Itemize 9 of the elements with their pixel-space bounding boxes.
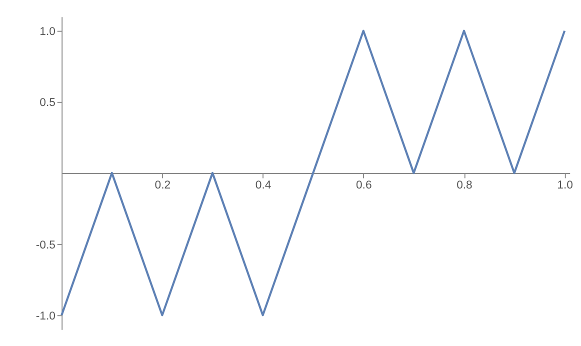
x-tick-label: 0.6 [356,180,372,192]
y-tick-label: 1.0 [40,26,56,38]
x-tick-label: 0.2 [154,180,171,192]
x-tick-label: 1.0 [557,180,573,192]
y-tick-label: -1.0 [36,310,56,322]
y-tick-label: -0.5 [36,239,56,252]
x-tick-label: 0.8 [456,180,472,192]
x-tick-label: 0.4 [255,180,272,192]
y-tick-label: 0.5 [40,97,56,110]
